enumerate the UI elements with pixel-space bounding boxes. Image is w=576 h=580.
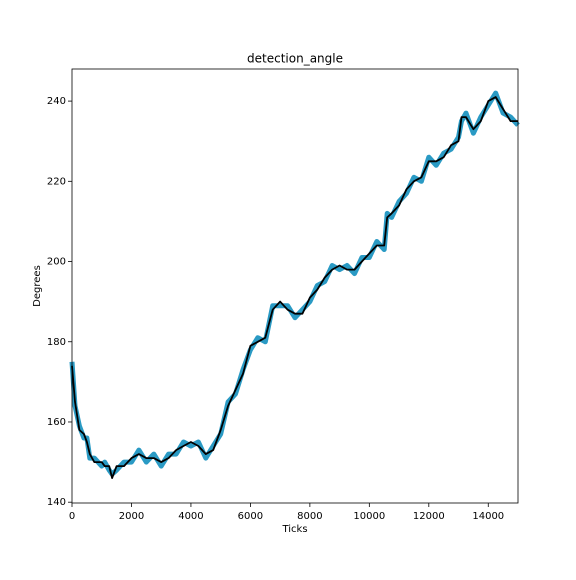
line (71, 96, 518, 480)
plot-frame (71, 68, 519, 504)
x-axis-label: Ticks (281, 524, 307, 535)
x-tick-label: 6000 (238, 511, 263, 522)
x-tick-label: 12000 (413, 511, 445, 522)
y-tick-label: 220 (47, 176, 66, 187)
x-tick-label: 14000 (472, 511, 504, 522)
x-tick-label: 10000 (353, 511, 385, 522)
x-tick-label: 4000 (178, 511, 203, 522)
x-tick-label: 0 (69, 511, 75, 522)
y-axis-label: Degrees (32, 265, 43, 307)
y-tick-label: 240 (47, 96, 66, 107)
y-tick-label: 180 (47, 337, 66, 348)
x-tick-label: 8000 (297, 511, 322, 522)
y-tick-label: 160 (47, 417, 66, 428)
x-tick-label: 2000 (119, 511, 144, 522)
chart-title: detection_angle (247, 52, 343, 66)
y-tick-label: 140 (47, 497, 66, 508)
y-tick-label: 200 (47, 257, 66, 268)
